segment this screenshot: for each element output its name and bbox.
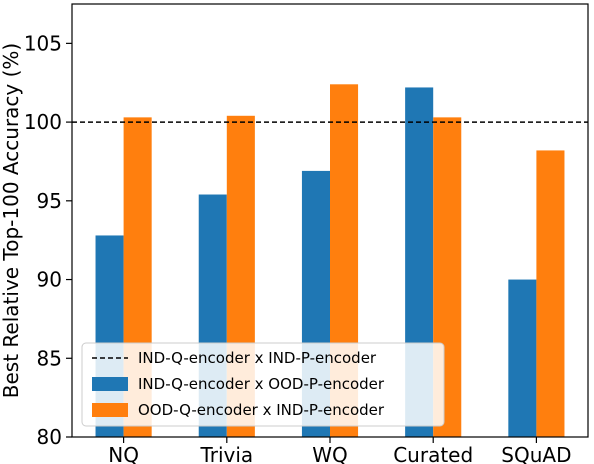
legend-label: IND-Q-encoder x IND-P-encoder: [138, 349, 377, 367]
legend-label: OOD-Q-encoder x IND-P-encoder: [138, 401, 385, 419]
y-tick-label: 80: [37, 425, 62, 449]
legend-marker-patch: [92, 377, 128, 391]
y-tick-label: 95: [37, 189, 62, 213]
y-tick-label: 85: [37, 346, 62, 370]
legend-label: IND-Q-encoder x OOD-P-encoder: [138, 375, 385, 393]
x-tick-label: NQ: [108, 443, 139, 464]
x-ticks: NQ Trivia WQ Curated SQuAD: [108, 437, 572, 464]
x-tick-label: Curated: [393, 443, 473, 464]
y-tick-label: 105: [24, 31, 62, 55]
legend: IND-Q-encoder x IND-P-encoder IND-Q-encod…: [81, 342, 445, 427]
x-tick-label: SQuAD: [501, 443, 571, 464]
y-tick-label: 90: [37, 268, 62, 292]
x-tick-label: WQ: [312, 443, 348, 464]
y-tick-label: 100: [24, 110, 62, 134]
y-ticks: 80 85 90 95 100 105: [24, 31, 72, 449]
legend-box: [81, 342, 445, 427]
x-tick-label: Trivia: [199, 443, 253, 464]
legend-marker-patch: [92, 403, 128, 417]
bar-1-squad: [508, 279, 537, 437]
y-axis-label: Best Relative Top-100 Accuracy (%): [0, 43, 23, 398]
bar-2-squad: [536, 150, 565, 437]
